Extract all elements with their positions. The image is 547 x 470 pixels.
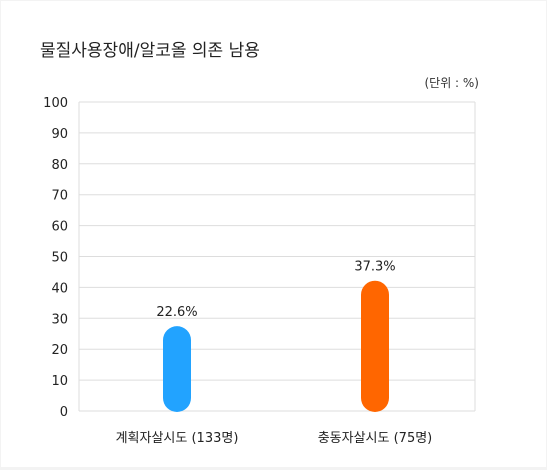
y-tick-label: 10: [51, 374, 68, 389]
unit-label: (단위 : %): [424, 76, 479, 90]
y-tick-label: 20: [51, 343, 68, 358]
y-tick-label: 40: [51, 281, 68, 296]
data-label: 37.3%: [354, 260, 395, 275]
data-label: 22.6%: [156, 305, 197, 320]
y-tick-label: 60: [51, 220, 68, 235]
bar: [163, 326, 191, 412]
chart-title: 물질사용장애/알코올 의존 남용: [40, 41, 260, 61]
y-tick-label: 100: [43, 96, 68, 111]
bar: [361, 280, 389, 412]
x-category-label: 충동자살시도 (75명): [318, 431, 433, 446]
y-tick-label: 70: [51, 189, 68, 204]
x-category-label: 계획자살시도 (133명): [116, 431, 239, 446]
y-tick-label: 30: [51, 312, 68, 327]
y-tick-label: 0: [60, 405, 68, 420]
y-tick-label: 80: [51, 158, 68, 173]
y-tick-label: 50: [51, 251, 68, 266]
y-tick-label: 90: [51, 127, 68, 142]
